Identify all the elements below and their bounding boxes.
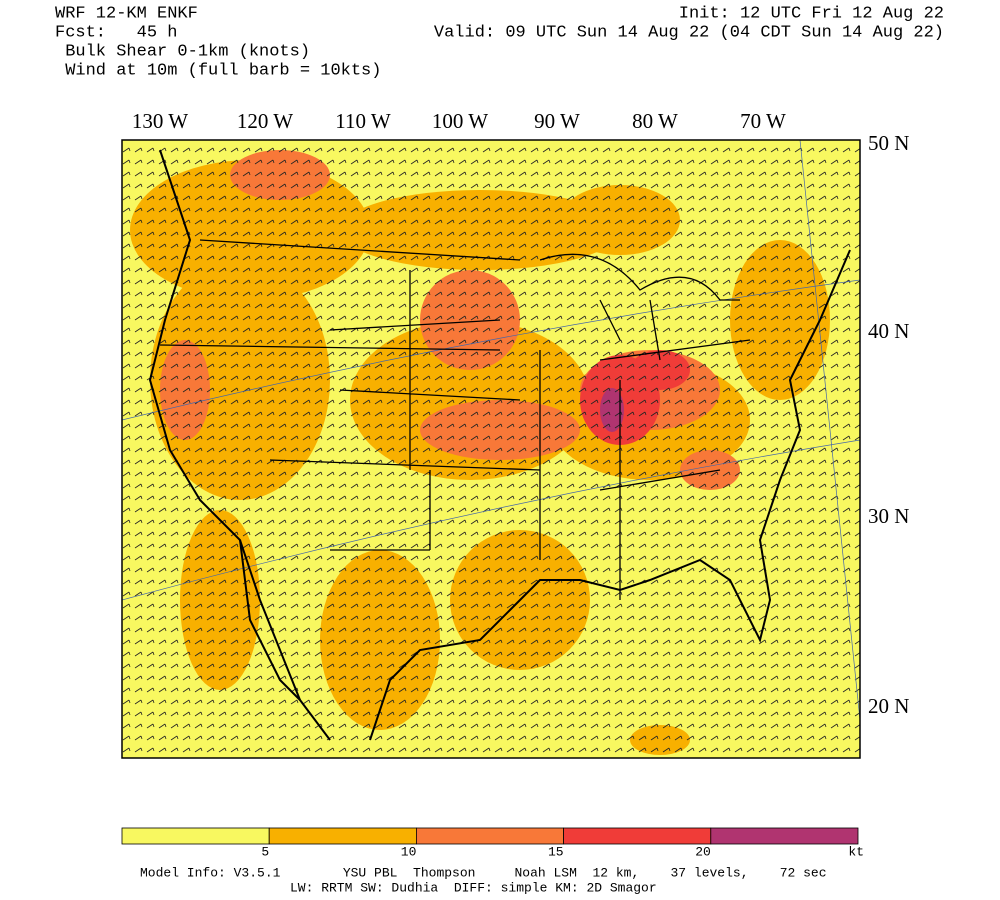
colorbar-tick-label: 20 bbox=[695, 844, 711, 859]
longitude-label: 110 W bbox=[335, 109, 391, 133]
colorbar-tick-label: 15 bbox=[548, 844, 564, 859]
latitude-label: 50 N bbox=[868, 131, 909, 155]
colorbar-segment bbox=[268, 827, 417, 845]
header-line: Init: 12 UTC Fri 12 Aug 22 bbox=[679, 4, 944, 23]
header-line: Wind at 10m (full barb = 10kts) bbox=[55, 61, 381, 80]
colorbar-unit: kt bbox=[848, 844, 864, 859]
colorbar-tick-label: 5 bbox=[261, 844, 269, 859]
colorbar-segment bbox=[710, 827, 859, 845]
boundaries bbox=[148, 149, 851, 741]
map-labels: 130 W 120 W 110 W 100 W 90 W 80 W 70 W 50 N 40 N… bbox=[132, 109, 910, 718]
longitude-label: 130 W bbox=[132, 109, 188, 133]
graticule bbox=[122, 140, 860, 721]
header-line: Fcst: 45 h bbox=[55, 23, 177, 42]
header-line: Valid: 09 UTC Sun 14 Aug 22 (04 CDT Sun … bbox=[434, 23, 944, 42]
footer-line: LW: RRTM SW: Dudhia DIFF: simple KM: 2D … bbox=[290, 880, 657, 895]
map bbox=[122, 140, 860, 758]
latitude-label: 40 N bbox=[868, 319, 909, 343]
footer: Model Info: V3.5.1 YSU PBL Thompson Noah… bbox=[140, 865, 827, 895]
footer-line: Model Info: V3.5.1 YSU PBL Thompson Noah… bbox=[140, 865, 827, 880]
longitude-label: 70 W bbox=[740, 109, 786, 133]
wind-barbs bbox=[122, 140, 860, 758]
colorbar-segment bbox=[563, 827, 712, 845]
header-line: Bulk Shear 0-1km (knots) bbox=[55, 42, 310, 61]
longitude-label: 120 W bbox=[237, 109, 293, 133]
longitude-label: 80 W bbox=[632, 109, 678, 133]
map-frame bbox=[121, 139, 861, 759]
longitude-label: 100 W bbox=[432, 109, 488, 133]
latitude-label: 30 N bbox=[868, 504, 909, 528]
longitude-label: 90 W bbox=[534, 109, 580, 133]
colorbar-segment bbox=[415, 827, 564, 845]
colorbar-tick-label: 10 bbox=[401, 844, 417, 859]
colorbar-segment bbox=[121, 827, 270, 845]
latitude-label: 20 N bbox=[868, 694, 909, 718]
colorbar: 5 10 15 20 kt bbox=[121, 827, 864, 859]
header-line: WRF 12-KM ENKF bbox=[55, 4, 198, 23]
